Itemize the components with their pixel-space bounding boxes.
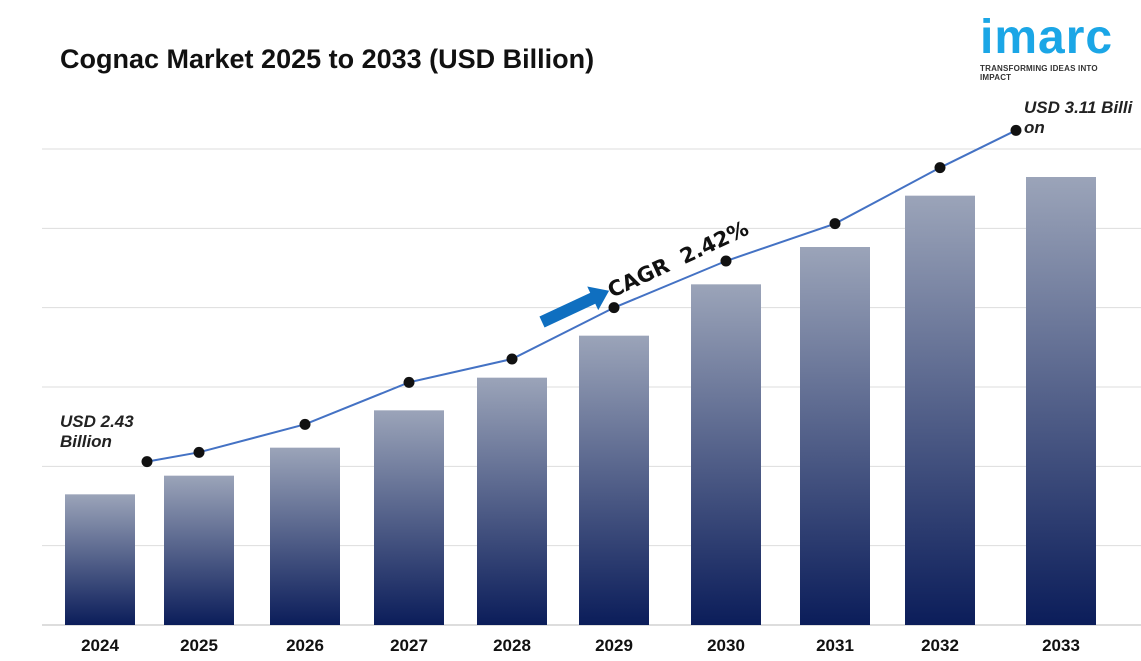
x-tick-label: 2024 xyxy=(81,636,119,655)
chart-title: Cognac Market 2025 to 2033 (USD Billion) xyxy=(60,44,595,74)
bar-2029 xyxy=(579,335,649,625)
trend-point xyxy=(829,218,841,230)
x-tick-label: 2033 xyxy=(1042,636,1080,655)
bar-2025 xyxy=(164,475,234,625)
bar-2024 xyxy=(65,494,135,625)
trend-point xyxy=(403,376,415,388)
bar-2032 xyxy=(905,195,975,625)
trend-point xyxy=(1010,124,1022,136)
end-annotation-line2: on xyxy=(1024,118,1045,137)
bar-2026 xyxy=(270,447,340,625)
bar-2033 xyxy=(1026,177,1096,625)
bar-2031 xyxy=(800,247,870,625)
start-annotation-line1: USD 2.43 xyxy=(60,412,134,431)
trend-point xyxy=(299,418,311,430)
trend-line xyxy=(146,129,1017,463)
end-value-annotation: USD 3.11 Billi on xyxy=(1024,98,1132,138)
cagr-arrow xyxy=(539,286,610,328)
trend-point xyxy=(141,456,153,468)
trend-point xyxy=(193,446,205,458)
logo-word: imarc xyxy=(980,11,1114,64)
end-annotation-line1: USD 3.11 Billi xyxy=(1024,98,1133,117)
x-tick-label: 2025 xyxy=(180,636,218,655)
x-tick-label: 2032 xyxy=(921,636,959,655)
x-tick-label: 2027 xyxy=(390,636,428,655)
logo-tagline: TRANSFORMING IDEAS INTO IMPACT xyxy=(980,64,1098,82)
bar-2028 xyxy=(477,377,547,625)
trend-point xyxy=(506,353,518,365)
bar-2027 xyxy=(374,410,444,625)
start-annotation-line2: Billion xyxy=(60,432,112,451)
x-tick-label: 2030 xyxy=(707,636,745,655)
bar-2030 xyxy=(691,284,761,625)
trend-point xyxy=(720,255,732,267)
trend-point xyxy=(608,302,620,314)
x-tick-label: 2031 xyxy=(816,636,854,655)
imarc-logo: imarc TRANSFORMING IDEAS INTO IMPACT xyxy=(980,11,1130,83)
start-value-annotation: USD 2.43 Billion xyxy=(60,412,134,452)
trend-point xyxy=(934,162,946,174)
x-tick-label: 2028 xyxy=(493,636,531,655)
x-tick-label: 2029 xyxy=(595,636,633,655)
x-tick-label: 2026 xyxy=(286,636,324,655)
